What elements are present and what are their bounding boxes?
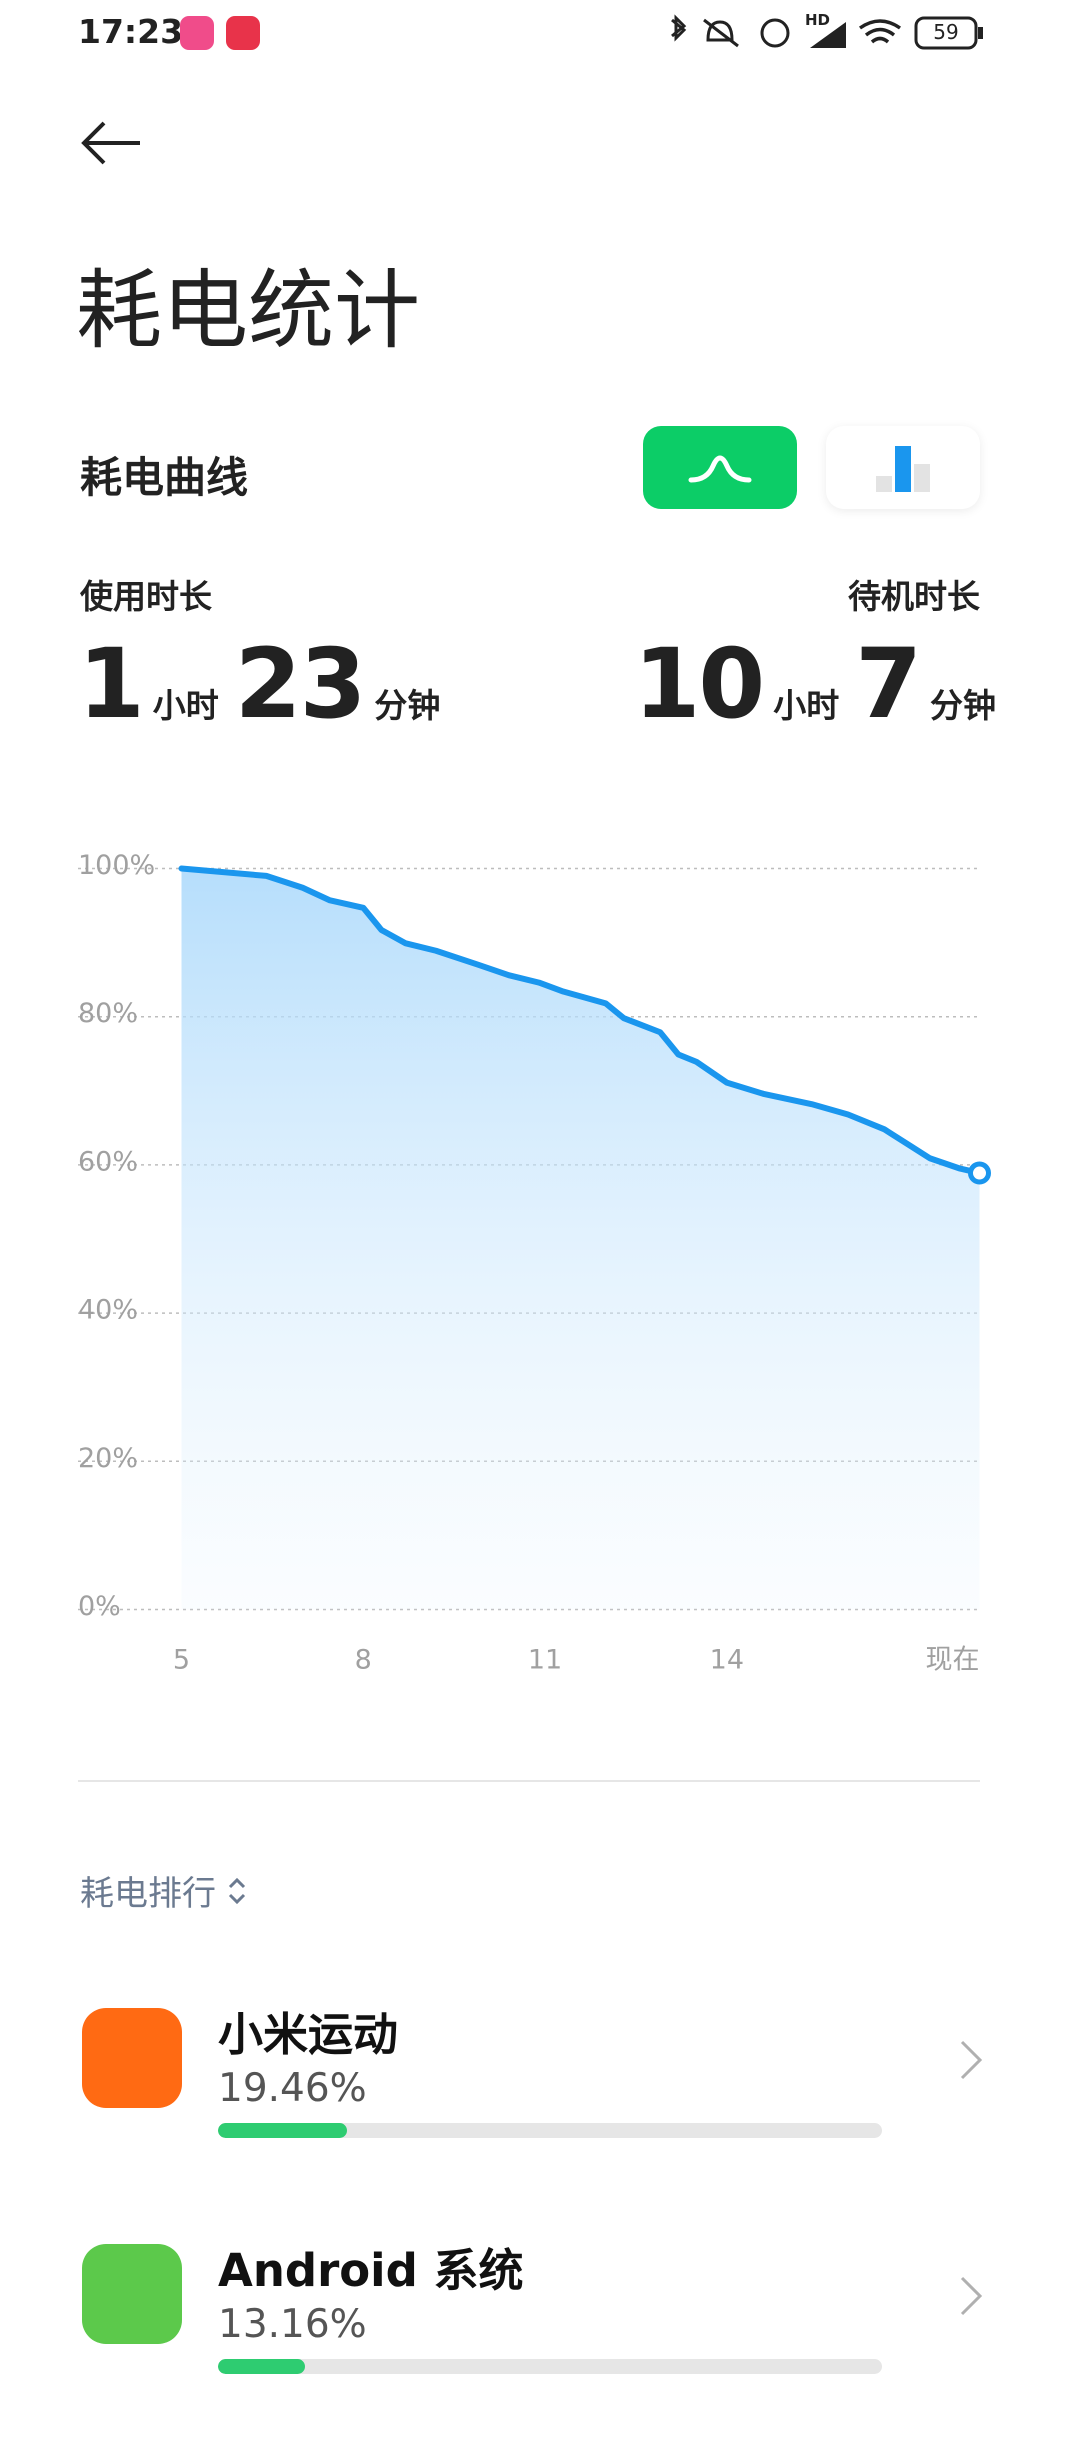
app-row[interactable]: Android 系统 13.16% (0, 2224, 1080, 2444)
y-tick-label: 60% (78, 1146, 138, 1177)
app-name: Android 系统 (218, 2244, 524, 2297)
app-icon (82, 2244, 182, 2344)
signal-icon (810, 22, 846, 48)
usage-minutes: 23 (234, 628, 367, 740)
divider (78, 1780, 980, 1782)
battery-line (178, 865, 983, 1177)
bar-view-toggle[interactable] (826, 426, 980, 509)
status-icons: HD 59 (671, 11, 983, 50)
battery-chart: 0% 20% 40% 60% 80% 100% 5 8 11 14 现在 (78, 850, 991, 1676)
x-tick-label: 14 (710, 1645, 744, 1676)
area-fill (181, 868, 980, 1610)
status-time: 17:23 (78, 12, 184, 51)
usage-hours: 1 (78, 628, 145, 740)
x-tick-label: 8 (355, 1645, 372, 1676)
page-title: 耗电统计 (76, 261, 420, 361)
network-type: HD (805, 11, 830, 29)
standby-duration: 10 小时 7 分钟 (634, 628, 996, 740)
hours-unit: 小时 (773, 686, 840, 725)
ranking-title: 耗电排行 (80, 1874, 216, 1914)
wifi-icon (858, 19, 902, 44)
ranking-sort[interactable]: 耗电排行 (80, 1866, 248, 1915)
chevron (960, 2276, 983, 2316)
x-tick-label: 现在 (926, 1645, 980, 1676)
notification-icon (180, 16, 214, 50)
minutes-unit: 分钟 (374, 686, 441, 725)
curve-view-toggle[interactable] (643, 426, 797, 509)
back-button[interactable] (80, 118, 146, 168)
app-icon (82, 2008, 182, 2108)
alarm-icon (760, 18, 790, 48)
y-tick-label: 0% (78, 1591, 121, 1622)
app-row[interactable]: 小米运动 19.46% (0, 1988, 1080, 2208)
usage-duration: 1 小时 23 分钟 (78, 628, 456, 740)
battery-tip (978, 27, 983, 39)
x-tick-label: 5 (173, 1645, 190, 1676)
standby-minutes: 7 (855, 628, 922, 740)
usage-track (218, 2123, 882, 2138)
usage-label: 使用时长 (80, 577, 212, 616)
standby-hours: 10 (633, 628, 766, 740)
app-name: 小米运动 (218, 2008, 399, 2061)
section-title: 耗电曲线 (80, 453, 249, 502)
y-tick-label: 40% (78, 1295, 138, 1326)
chevron (960, 2040, 983, 2080)
notification-icon (226, 16, 260, 50)
app-percent: 13.16% (218, 2302, 367, 2347)
usage-track (218, 2359, 882, 2374)
y-tick-label: 100% (78, 850, 155, 881)
usage-bar (218, 2123, 348, 2138)
battery-icon (914, 16, 978, 50)
minutes-unit: 分钟 (930, 686, 996, 725)
mute-icon (703, 18, 739, 48)
standby-label: 待机时长 (848, 577, 980, 616)
bluetooth-icon (671, 14, 687, 42)
battery-level: 59 (933, 20, 958, 44)
usage-bar (218, 2359, 306, 2374)
hours-unit: 小时 (152, 686, 219, 725)
app-percent: 19.46% (218, 2066, 367, 2111)
y-tick-label: 20% (78, 1443, 138, 1474)
current-point (968, 1161, 991, 1185)
x-tick-label: 11 (528, 1645, 562, 1676)
y-tick-label: 80% (78, 998, 138, 1029)
